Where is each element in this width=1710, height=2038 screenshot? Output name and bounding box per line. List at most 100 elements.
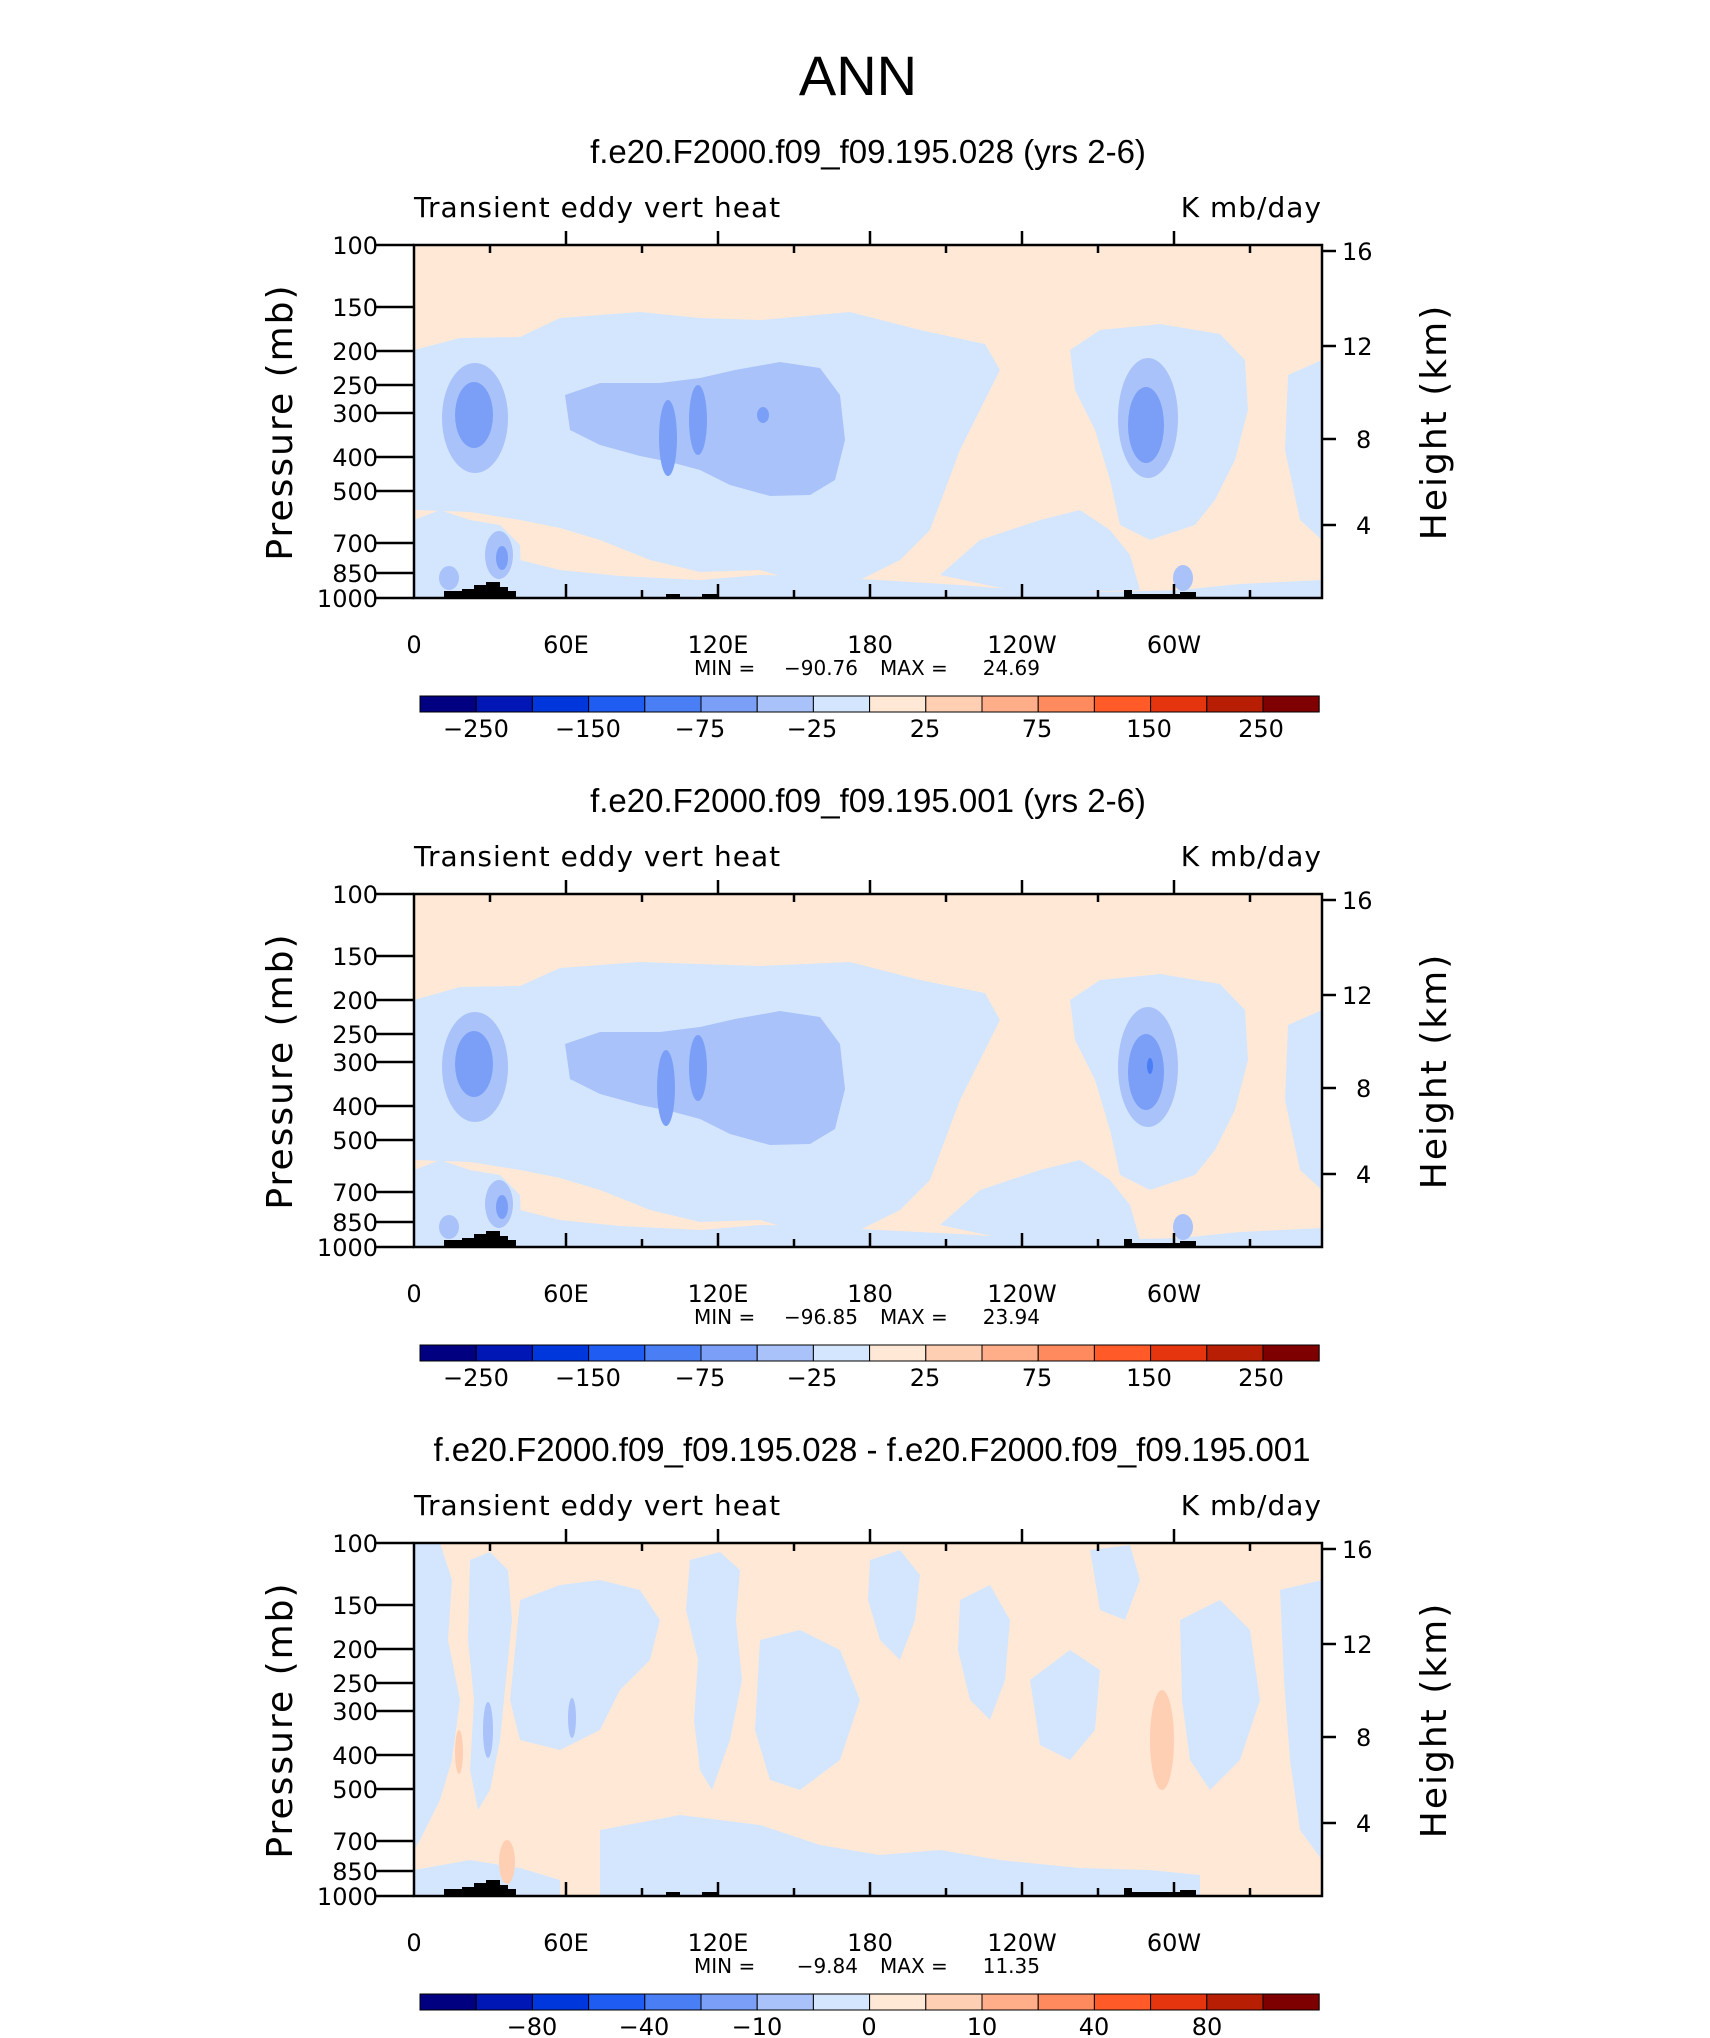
panel-3-colorbar-box-8: [869, 1993, 927, 2011]
panel-1-x-tick-4: 120W: [987, 631, 1057, 659]
panel-2-frame: [412, 892, 1324, 1249]
panel-3-colorbar-label-5: 40: [1079, 2013, 1110, 2038]
panel-2-height-tick-0: 16: [1342, 887, 1373, 915]
panel-1-colorbar-box-11: [1037, 695, 1095, 713]
panel-1-colorbar-box-15: [1262, 695, 1320, 713]
panel-1-east-negative-band: [1285, 360, 1322, 540]
panel-3-y-tick-0: 100: [332, 1530, 378, 1558]
panel-1-colorbar-box-6: [756, 695, 814, 713]
panel-2-colorbar-box-10: [981, 1344, 1039, 1362]
panel-3-contour-negative-b: [568, 1698, 576, 1738]
panel-2-x-tick-3: 180: [847, 1280, 893, 1308]
panel-2-x-tick-1: 60E: [543, 1280, 589, 1308]
panel-3-contour-negative-a: [483, 1702, 493, 1758]
panel-2-max-value: 23.94: [983, 1305, 1040, 1329]
panel-1-contour-surface-c: [1173, 565, 1193, 591]
panel-3-colorbar-box-15: [1262, 1993, 1320, 2011]
panel-3-colorbar-box-4: [644, 1993, 702, 2011]
panel-1-colorbar-box-14: [1206, 695, 1264, 713]
panel-2-height-tick-1: 12: [1342, 982, 1373, 1010]
panel-1-ticks: [376, 231, 1336, 600]
panel-3-colorbar-box-5: [700, 1993, 758, 2011]
panel-3-field: [414, 1543, 1322, 1896]
panel-3-colorbar-box-11: [1037, 1993, 1095, 2011]
panel-2-colorbar: −250 −150 −75 −25 25 75 150 250: [419, 1344, 1320, 1392]
panel-2-colorbar-box-12: [1093, 1344, 1152, 1362]
panel-1-units-label: K mb/day: [1181, 191, 1322, 224]
panel-1-height-tick-2: 8: [1356, 426, 1371, 454]
panel-2-contour-pacific-core-a: [657, 1050, 675, 1126]
panel-2-y-tick-1: 150: [332, 943, 378, 971]
panel-1-x-tick-1: 60E: [543, 631, 589, 659]
panel-3-negative-patch-11: [1280, 1580, 1322, 1860]
panel-3-min-max: MIN = −9.84 MAX = 11.35: [694, 1954, 1040, 1978]
panel-1-title: f.e20.F2000.f09_f09.195.028 (yrs 2-6): [590, 133, 1146, 170]
panel-2-colorbar-box-5: [700, 1344, 758, 1362]
panel-1-y-tick-8: 850: [332, 560, 378, 588]
panel-3-colorbar-label-1: −40: [619, 2013, 670, 2038]
panel-3-y-tick-8: 850: [332, 1858, 378, 1886]
panel-2-max-label: MAX =: [880, 1305, 948, 1329]
panel-2-y-tick-0: 100: [332, 881, 378, 909]
panel-3-x-tick-4: 120W: [987, 1929, 1057, 1957]
panel-2-colorbar-label-0: −250: [443, 1364, 509, 1392]
panel-3-height-tick-0: 16: [1342, 1536, 1373, 1564]
panel-2-colorbar-labels: −250 −150 −75 −25 25 75 150 250: [443, 1364, 1284, 1392]
panel-1-colorbar-box-1: [475, 695, 533, 713]
panel-3-units-label: K mb/day: [1181, 1489, 1322, 1522]
panel-1-contour-asia-core: [455, 382, 493, 448]
panel-3-contour-positive-b: [1150, 1690, 1174, 1790]
panel-1-colorbar-box-2: [531, 695, 590, 713]
panel-2-contour-pacific-core-b: [689, 1035, 707, 1101]
panel-2-colorbar-box-11: [1037, 1344, 1095, 1362]
panel-3-y-tick-6: 500: [332, 1776, 378, 1804]
panel-1-colorbar-box-3: [588, 695, 646, 713]
panel-2-units-label: K mb/day: [1181, 840, 1322, 873]
panel-2-y-tick-6: 500: [332, 1127, 378, 1155]
panel-1-colorbar-label-5: 75: [1022, 715, 1053, 743]
panel-1-colorbar-label-0: −250: [443, 715, 509, 743]
panel-2-colorbar-box-13: [1150, 1344, 1208, 1362]
panel-3-colorbar: −80 −40 −10 0 10 40 80: [419, 1993, 1320, 2038]
panel-1-right-tick-labels: 16 12 8 4: [1342, 238, 1373, 540]
panel-1-colorbar-label-7: 250: [1238, 715, 1284, 743]
panel-3-negative-patch-10: [1180, 1600, 1260, 1790]
panel-1-y-right-axis-title: Height (km): [1414, 304, 1455, 540]
panel-3-negative-patch-12: [600, 1815, 1200, 1896]
panel-2-colorbar-label-7: 250: [1238, 1364, 1284, 1392]
panel-1-colorbar-box-8: [869, 695, 927, 713]
panel-2-colorbar-box-15: [1262, 1344, 1320, 1362]
panel-3-colorbar-box-13: [1150, 1993, 1208, 2011]
panel-2-field: [414, 894, 1322, 1247]
panel-1-y-tick-6: 500: [332, 478, 378, 506]
panel-2-y-tick-3: 250: [332, 1021, 378, 1049]
panel-2-colorbar-box-4: [644, 1344, 702, 1362]
panel-2-min-value: −96.85: [784, 1305, 858, 1329]
panel-2-colorbar-label-2: −75: [675, 1364, 726, 1392]
panel-1-colorbar: −250 −150 −75 −25 25 75 150 250: [419, 695, 1320, 743]
panel-2: f.e20.F2000.f09_f09.195.001 (yrs 2-6) Tr…: [260, 782, 1455, 1392]
panel-3-y-axis-title: Pressure (mb): [260, 1581, 301, 1858]
panel-2-colorbar-box-7: [812, 1344, 871, 1362]
panel-3-negative-patch-7: [958, 1585, 1010, 1720]
panel-3-y-tick-3: 250: [332, 1670, 378, 1698]
panel-3-contour-positive-a: [455, 1730, 463, 1774]
panel-3-colorbar-label-0: −80: [507, 2013, 558, 2038]
figure-title: ANN: [799, 44, 917, 107]
panel-3-colorbar-box-7: [812, 1993, 871, 2011]
panel-1-min-max: MIN = −90.76 MAX = 24.69: [694, 656, 1040, 680]
panel-1-y-axis-title: Pressure (mb): [260, 283, 301, 560]
panel-2-x-tick-4: 120W: [987, 1280, 1057, 1308]
panel-1-contour-atlantic-core: [1128, 387, 1164, 463]
panel-2-x-tick-labels: 0 60E 120E 180 120W 60W: [406, 1280, 1201, 1308]
panel-3-title: f.e20.F2000.f09_f09.195.028 - f.e20.F200…: [433, 1431, 1310, 1468]
panel-1-frame: [412, 243, 1324, 600]
panel-3-y-tick-1: 150: [332, 1592, 378, 1620]
panel-1-colorbar-label-4: 25: [910, 715, 941, 743]
panel-3-x-tick-labels: 0 60E 120E 180 120W 60W: [406, 1929, 1201, 1957]
panel-3-max-value: 11.35: [983, 1954, 1040, 1978]
panel-2-min-max: MIN = −96.85 MAX = 23.94: [694, 1305, 1040, 1329]
panel-1-y-tick-4: 300: [332, 400, 378, 428]
panel-2-contour-asia-core: [455, 1031, 493, 1097]
